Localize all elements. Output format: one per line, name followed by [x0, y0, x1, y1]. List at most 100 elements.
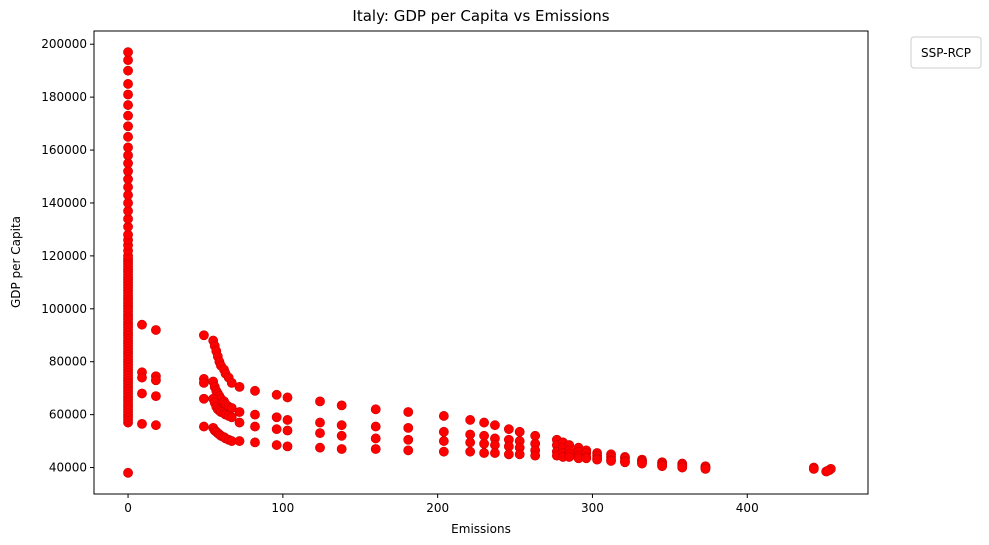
- data-point: [315, 442, 325, 453]
- data-point: [503, 449, 514, 460]
- data-point: [370, 421, 381, 432]
- data-point: [199, 421, 209, 432]
- data-point: [234, 417, 245, 428]
- data-point: [530, 450, 541, 461]
- data-point: [336, 400, 347, 411]
- data-point: [403, 434, 414, 445]
- data-point: [808, 463, 819, 474]
- data-point: [282, 415, 293, 425]
- data-point: [123, 100, 133, 110]
- data-point: [151, 325, 161, 335]
- data-point: [637, 458, 647, 469]
- data-point: [336, 430, 347, 441]
- data-point: [438, 426, 449, 437]
- legend-title: SSP-RCP: [921, 46, 971, 60]
- data-point: [137, 388, 147, 399]
- data-point: [123, 467, 133, 478]
- data-point: [151, 391, 161, 402]
- x-axis-ticks: 0 100 200 300 400: [124, 494, 759, 515]
- data-point: [479, 417, 489, 428]
- data-point: [438, 436, 449, 446]
- data-point: [282, 425, 293, 436]
- axes-frame: [93, 30, 869, 495]
- y-tick-label: 120000: [41, 249, 87, 263]
- legend-box: [910, 36, 982, 69]
- y-tick-label: 100000: [41, 302, 87, 316]
- data-point: [271, 424, 282, 435]
- data-points: [123, 47, 836, 478]
- y-axis-ticks: 40000 60000 80000 100000 120000 140000 160000 1…: [41, 37, 94, 475]
- x-tick-label: 0: [124, 501, 132, 515]
- data-point: [370, 404, 381, 415]
- data-point: [465, 437, 476, 448]
- data-point: [403, 407, 414, 417]
- data-point: [226, 377, 237, 388]
- legend: SSP-RCP: [910, 36, 982, 69]
- data-point: [677, 462, 688, 473]
- data-point: [700, 463, 711, 474]
- data-point: [199, 377, 209, 388]
- data-point: [514, 449, 525, 460]
- x-tick-label: 200: [426, 501, 449, 515]
- data-point: [822, 465, 833, 476]
- data-point: [370, 444, 381, 454]
- data-point: [151, 420, 161, 431]
- data-point: [336, 444, 347, 454]
- data-point: [465, 415, 476, 425]
- data-point: [564, 452, 575, 462]
- data-point: [315, 396, 325, 407]
- data-point: [137, 372, 147, 383]
- data-point: [370, 433, 381, 444]
- y-tick-label: 140000: [41, 196, 87, 210]
- data-point: [250, 437, 260, 448]
- data-point: [581, 453, 592, 464]
- y-tick-label: 160000: [41, 143, 87, 157]
- data-point: [137, 319, 147, 330]
- data-point: [282, 441, 293, 452]
- data-point: [226, 412, 237, 423]
- plot-area: [93, 30, 869, 495]
- y-axis-label: GDP per Capita: [9, 216, 23, 308]
- y-tick-label: 200000: [41, 37, 87, 51]
- data-point: [234, 381, 245, 392]
- data-point: [438, 411, 449, 421]
- data-point: [123, 110, 133, 121]
- data-point: [403, 445, 414, 456]
- y-tick-label: 180000: [41, 90, 87, 104]
- data-point: [490, 448, 500, 458]
- data-point: [250, 385, 260, 396]
- data-point: [490, 420, 500, 431]
- y-tick-label: 40000: [49, 461, 87, 475]
- data-point: [123, 65, 133, 76]
- x-axis-label: Emissions: [451, 522, 511, 536]
- data-point: [137, 418, 147, 429]
- y-tick-label: 60000: [49, 408, 87, 422]
- data-point: [250, 421, 260, 432]
- data-point: [199, 330, 209, 341]
- data-point: [620, 457, 630, 468]
- data-point: [271, 389, 282, 400]
- data-point: [403, 422, 414, 433]
- data-point: [465, 446, 476, 457]
- y-tick-label: 80000: [49, 355, 87, 369]
- data-point: [123, 89, 133, 100]
- x-tick-label: 300: [581, 501, 604, 515]
- data-point: [199, 393, 209, 404]
- data-point: [315, 428, 325, 439]
- data-point: [438, 446, 449, 457]
- data-point: [592, 454, 602, 465]
- data-point: [234, 407, 245, 417]
- data-point: [123, 131, 133, 142]
- data-point: [234, 436, 245, 446]
- data-point: [336, 420, 347, 431]
- data-point: [479, 438, 489, 449]
- x-tick-label: 100: [271, 501, 294, 515]
- x-tick-label: 400: [736, 501, 759, 515]
- data-point: [657, 461, 668, 472]
- data-point: [282, 392, 293, 403]
- data-point: [123, 47, 133, 58]
- data-point: [123, 79, 133, 89]
- data-point: [151, 375, 161, 386]
